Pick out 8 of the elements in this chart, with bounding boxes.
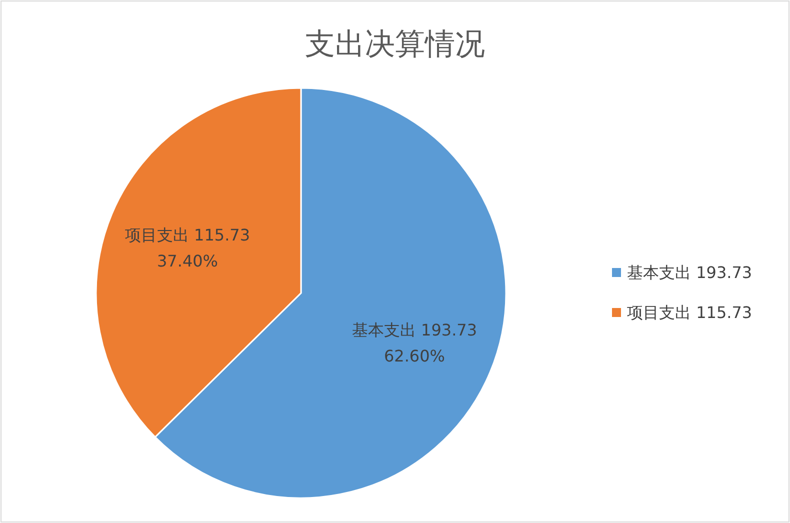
- slice-label: 项目支出 115.73: [124, 226, 250, 245]
- slice-label: 基本支出 193.73: [352, 320, 478, 340]
- chart-title: 支出决算情况: [305, 27, 485, 62]
- slice: 项目支出 115.73 37.40%: [95, 87, 302, 438]
- data-label: 37.40%: [157, 252, 218, 271]
- legend-label: 项目支出 115.73: [627, 303, 752, 322]
- legend-label: 基本支出 193.73: [627, 263, 752, 282]
- data-label: 62.60%: [384, 346, 445, 366]
